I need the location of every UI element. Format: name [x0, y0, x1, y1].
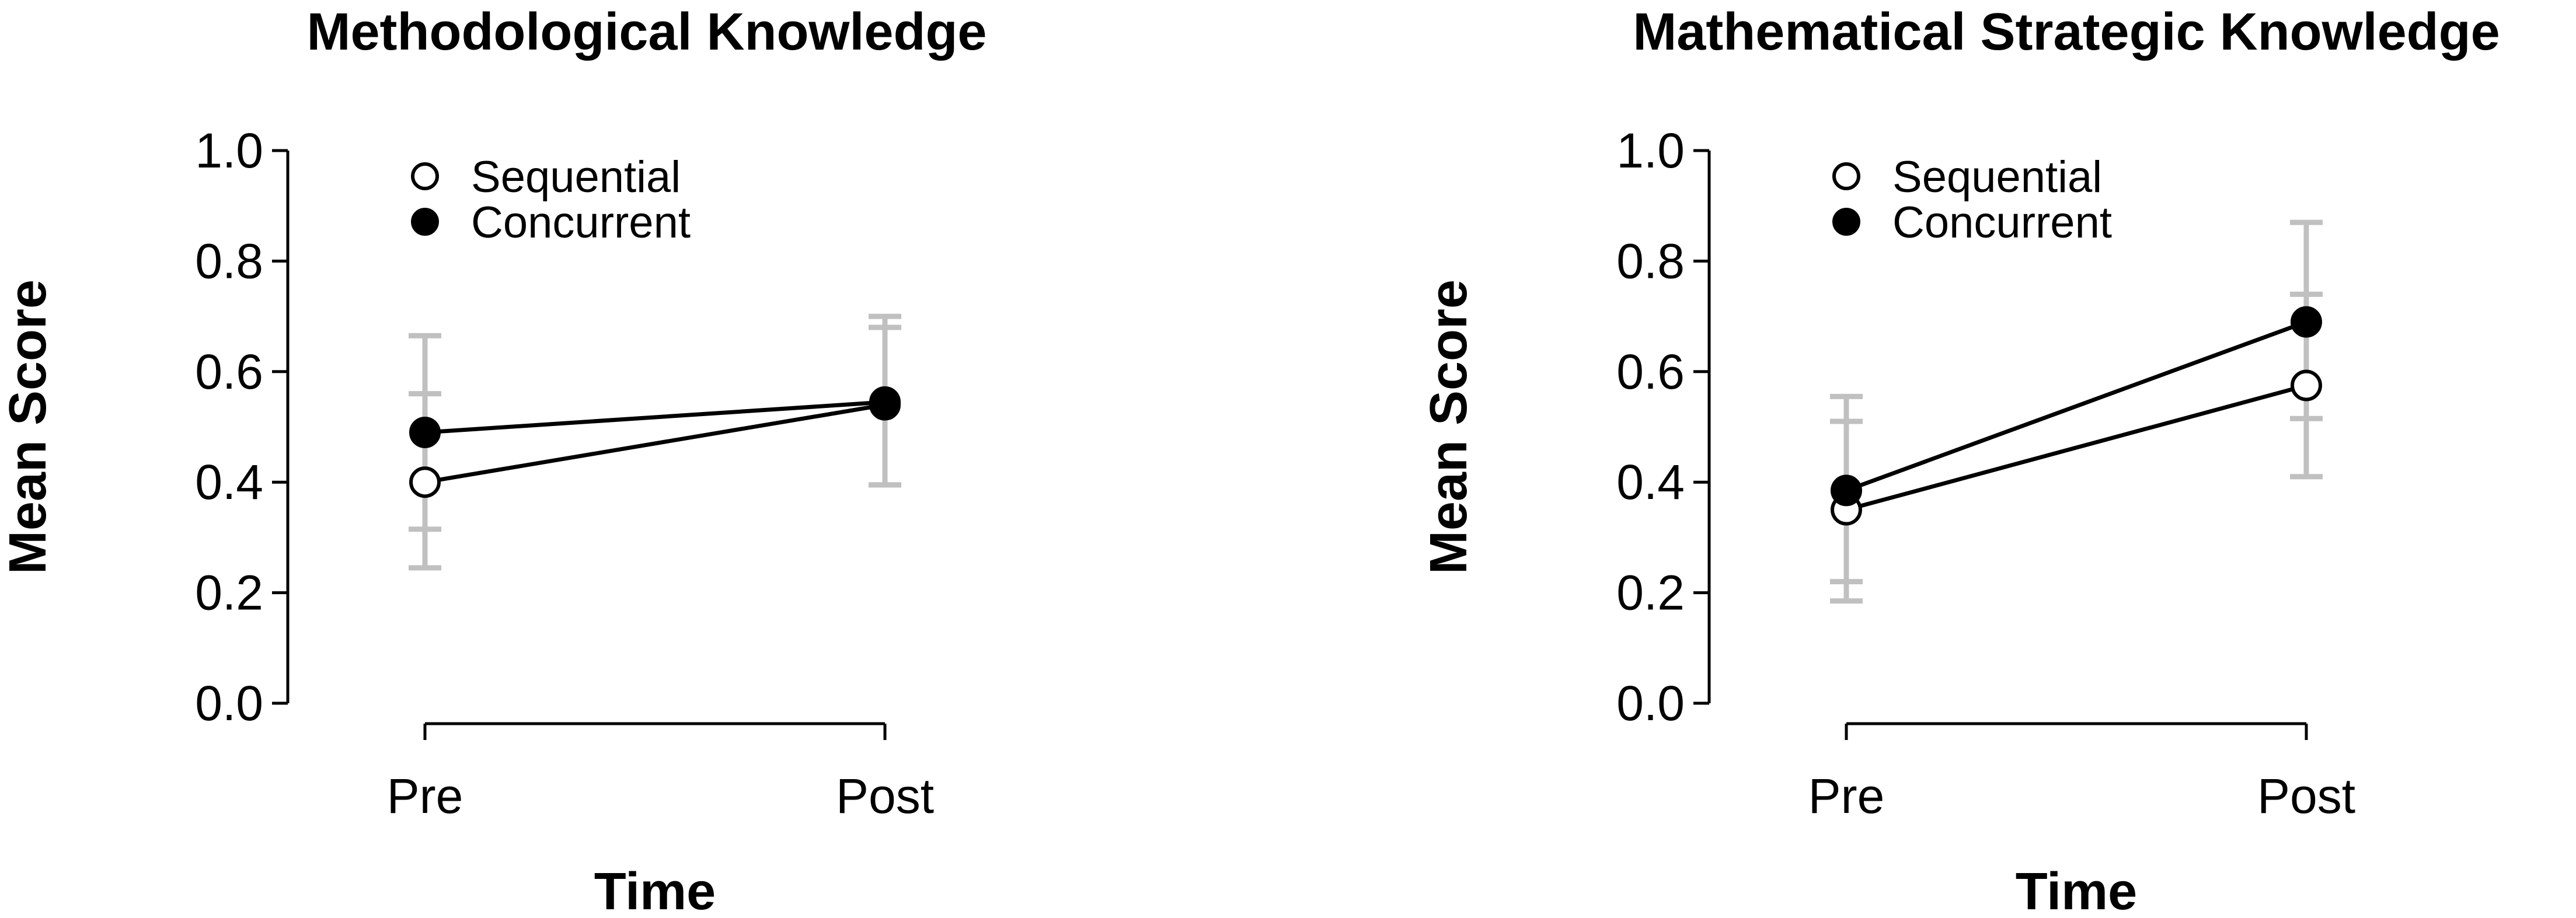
- y-tick-label: 0.8: [195, 233, 263, 288]
- chart-title: Mathematical Strategic Knowledge: [1633, 3, 2500, 61]
- chart-title: Methodological Knowledge: [307, 3, 987, 61]
- series-line-sequential: [424, 403, 886, 484]
- y-tick-label: 0.6: [1616, 344, 1685, 399]
- legend-marker-filled-circle-icon: [1832, 208, 1860, 236]
- chart-panel-mathematical-strategic: Mathematical Strategic Knowledge 0.0 0.2 0.…: [1420, 3, 2500, 918]
- x-tick-label: Post: [836, 769, 934, 823]
- y-axis-label: Mean Score: [0, 280, 57, 574]
- series-line-concurrent: [424, 400, 886, 435]
- y-tick-label: 0.2: [195, 566, 263, 620]
- legend-label: Concurrent: [1892, 198, 2112, 247]
- series-line-sequential: [1846, 383, 2307, 512]
- legend-label: Sequential: [1892, 152, 2102, 202]
- data-point-concurrent: [1831, 474, 1862, 507]
- data-point-sequential: [409, 466, 441, 498]
- data-point-concurrent: [2291, 306, 2322, 338]
- x-tick-label: Pre: [387, 769, 463, 823]
- y-axis-label: Mean Score: [1420, 280, 1478, 574]
- data-point-concurrent: [869, 386, 901, 418]
- y-tick-label: 0.0: [195, 676, 263, 731]
- x-tick-label: Post: [2257, 769, 2355, 823]
- x-axis-label: Time: [2016, 863, 2137, 918]
- x-axis-label: Time: [594, 863, 716, 918]
- chart-panel-methodological: Methodological Knowledge 0.0 0.2 0.4 0.6 0.8 1…: [0, 3, 987, 918]
- y-tick-label: 1.0: [195, 123, 263, 178]
- legend-label: Concurrent: [471, 198, 691, 247]
- data-point-concurrent: [409, 416, 441, 448]
- y-tick-label: 0.2: [1616, 566, 1685, 620]
- legend-marker-open-circle-icon: [411, 162, 439, 190]
- y-tick-label: 0.4: [195, 455, 263, 509]
- y-tick-label: 0.4: [1616, 455, 1685, 509]
- series-line-concurrent: [1845, 320, 2307, 493]
- data-point-sequential: [2291, 369, 2322, 402]
- legend-marker-open-circle-icon: [1832, 162, 1860, 190]
- y-tick-label: 0.8: [1616, 233, 1685, 288]
- y-tick-label: 1.0: [1616, 123, 1685, 178]
- x-tick-label: Pre: [1808, 769, 1885, 823]
- y-tick-label: 0.0: [1616, 676, 1685, 731]
- legend-marker-filled-circle-icon: [411, 208, 439, 236]
- legend-label: Sequential: [471, 152, 681, 202]
- y-tick-label: 0.6: [195, 344, 263, 399]
